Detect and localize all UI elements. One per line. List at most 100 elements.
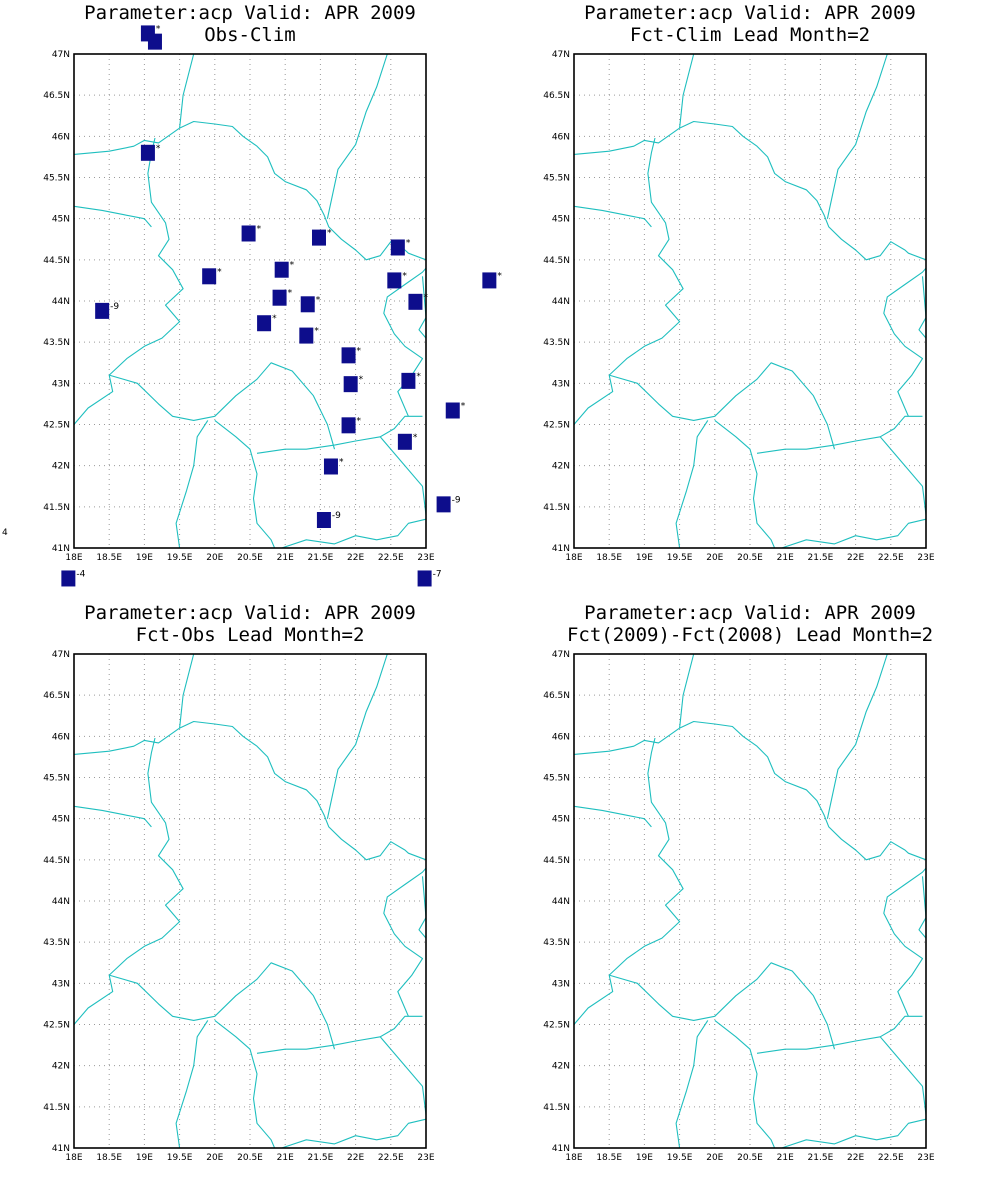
lat-tick-label: 45N bbox=[552, 815, 570, 825]
station-marker bbox=[401, 372, 416, 389]
lon-tick-label: 21E bbox=[277, 553, 294, 563]
lon-tick-label: 19.5E bbox=[167, 1153, 193, 1163]
map-frame bbox=[73, 53, 427, 549]
country-border bbox=[714, 419, 776, 549]
country-border bbox=[418, 276, 427, 339]
country-border bbox=[679, 53, 695, 129]
lon-tick-label: 21.5E bbox=[808, 1153, 834, 1163]
country-border bbox=[175, 420, 209, 549]
country-border bbox=[609, 362, 836, 450]
lon-tick-label: 23E bbox=[917, 1153, 934, 1163]
lon-tick-label: 18.5E bbox=[96, 553, 122, 563]
lat-tick-label: 41.5N bbox=[543, 503, 570, 513]
country-border bbox=[675, 420, 709, 549]
station-value-label: * bbox=[290, 261, 295, 271]
lat-tick-label: 42.5N bbox=[543, 1021, 570, 1031]
station-marker bbox=[387, 272, 402, 289]
lat-tick-label: 44N bbox=[52, 897, 70, 907]
station-value-label: * bbox=[461, 402, 466, 412]
country-border bbox=[175, 1020, 209, 1149]
country-border bbox=[73, 205, 152, 228]
lon-tick-label: 22E bbox=[347, 1153, 364, 1163]
lon-tick-label: 20E bbox=[206, 553, 223, 563]
lat-tick-label: 43N bbox=[552, 979, 570, 989]
lon-tick-label: 22.5E bbox=[378, 1153, 404, 1163]
country-border bbox=[179, 53, 195, 129]
country-border bbox=[826, 53, 888, 219]
station-marker bbox=[323, 458, 338, 475]
country-border bbox=[573, 205, 652, 228]
country-border bbox=[418, 876, 427, 939]
lon-tick-label: 20E bbox=[206, 1153, 223, 1163]
country-border bbox=[826, 653, 888, 819]
lon-tick-label: 19.5E bbox=[167, 553, 193, 563]
lon-tick-label: 23E bbox=[417, 1153, 434, 1163]
country-border bbox=[256, 415, 423, 454]
station-value-label: * bbox=[497, 271, 502, 281]
country-border bbox=[281, 518, 427, 549]
country-border bbox=[379, 1036, 427, 1116]
lon-tick-label: 19E bbox=[636, 553, 653, 563]
country-border bbox=[326, 53, 388, 219]
lon-tick-label: 21.5E bbox=[808, 553, 834, 563]
country-border bbox=[383, 867, 427, 1017]
lon-tick-label: 18E bbox=[565, 553, 582, 563]
station-value-label: * bbox=[339, 457, 344, 467]
station-marker bbox=[417, 570, 432, 587]
station-marker bbox=[341, 417, 356, 434]
lat-tick-label: 42.5N bbox=[543, 421, 570, 431]
map-panel: Parameter:acp Valid: APR 2009Fct(2009)-F… bbox=[543, 602, 935, 1163]
lon-tick-label: 21E bbox=[777, 553, 794, 563]
station-value-label: -9 bbox=[332, 511, 341, 521]
country-border bbox=[573, 137, 684, 425]
station-marker bbox=[397, 433, 412, 450]
lat-tick-label: 43N bbox=[52, 979, 70, 989]
lon-tick-label: 19E bbox=[136, 1153, 153, 1163]
lat-tick-label: 45N bbox=[52, 215, 70, 225]
lon-tick-label: 20E bbox=[706, 553, 723, 563]
station-marker bbox=[95, 302, 110, 319]
lon-tick-label: 23E bbox=[917, 553, 934, 563]
country-border bbox=[879, 436, 927, 516]
lat-tick-label: 46N bbox=[552, 732, 570, 742]
lat-tick-label: 43.5N bbox=[43, 938, 70, 948]
lat-tick-label: 43N bbox=[52, 379, 70, 389]
country-border bbox=[109, 962, 336, 1050]
panel-title: Parameter:acp Valid: APR 2009 bbox=[584, 2, 916, 24]
country-border bbox=[675, 1020, 709, 1149]
station-marker bbox=[202, 268, 217, 285]
country-border bbox=[214, 419, 276, 549]
station-marker bbox=[274, 261, 289, 278]
station-marker bbox=[445, 402, 460, 419]
lat-tick-label: 42N bbox=[52, 462, 70, 472]
station-marker bbox=[343, 376, 358, 393]
lat-tick-label: 44N bbox=[552, 897, 570, 907]
country-border bbox=[573, 737, 684, 1025]
lat-tick-label: 42.5N bbox=[43, 1021, 70, 1031]
lat-tick-label: 42N bbox=[552, 1062, 570, 1072]
station-value-label: * bbox=[406, 238, 411, 248]
lat-tick-label: 47N bbox=[552, 50, 570, 60]
station-marker bbox=[241, 225, 256, 242]
lat-tick-label: 41N bbox=[552, 1144, 570, 1154]
lon-tick-label: 22E bbox=[847, 553, 864, 563]
country-border bbox=[918, 276, 927, 339]
station-value-label: * bbox=[314, 327, 319, 337]
station-marker bbox=[482, 272, 497, 289]
station-value-label: -4 bbox=[76, 569, 85, 579]
lon-tick-label: 22.5E bbox=[878, 553, 904, 563]
country-border bbox=[573, 120, 927, 261]
lat-tick-label: 45.5N bbox=[543, 774, 570, 784]
station-value-label: * bbox=[327, 229, 332, 239]
lon-tick-label: 21.5E bbox=[308, 553, 334, 563]
country-border bbox=[179, 653, 195, 729]
station-marker bbox=[140, 144, 155, 161]
panel-title: Parameter:acp Valid: APR 2009 bbox=[584, 602, 916, 624]
station-value-label: * bbox=[357, 416, 362, 426]
lat-tick-label: 44.5N bbox=[43, 256, 70, 266]
station-marker bbox=[300, 296, 315, 313]
country-border bbox=[756, 1015, 923, 1054]
station-value-label: * bbox=[359, 375, 364, 385]
lat-tick-label: 41N bbox=[52, 544, 70, 554]
